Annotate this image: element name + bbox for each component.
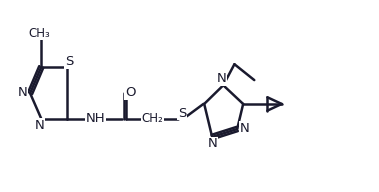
Text: S: S <box>178 107 186 120</box>
Text: CH₃: CH₃ <box>28 27 50 40</box>
Text: NH: NH <box>86 112 105 125</box>
Text: S: S <box>65 55 73 68</box>
Text: N: N <box>18 86 28 99</box>
Text: N: N <box>240 122 249 135</box>
Text: CH₂: CH₂ <box>142 112 163 125</box>
Text: O: O <box>125 86 136 99</box>
Text: N: N <box>217 72 227 85</box>
Text: N: N <box>35 119 44 132</box>
Text: N: N <box>207 137 217 150</box>
